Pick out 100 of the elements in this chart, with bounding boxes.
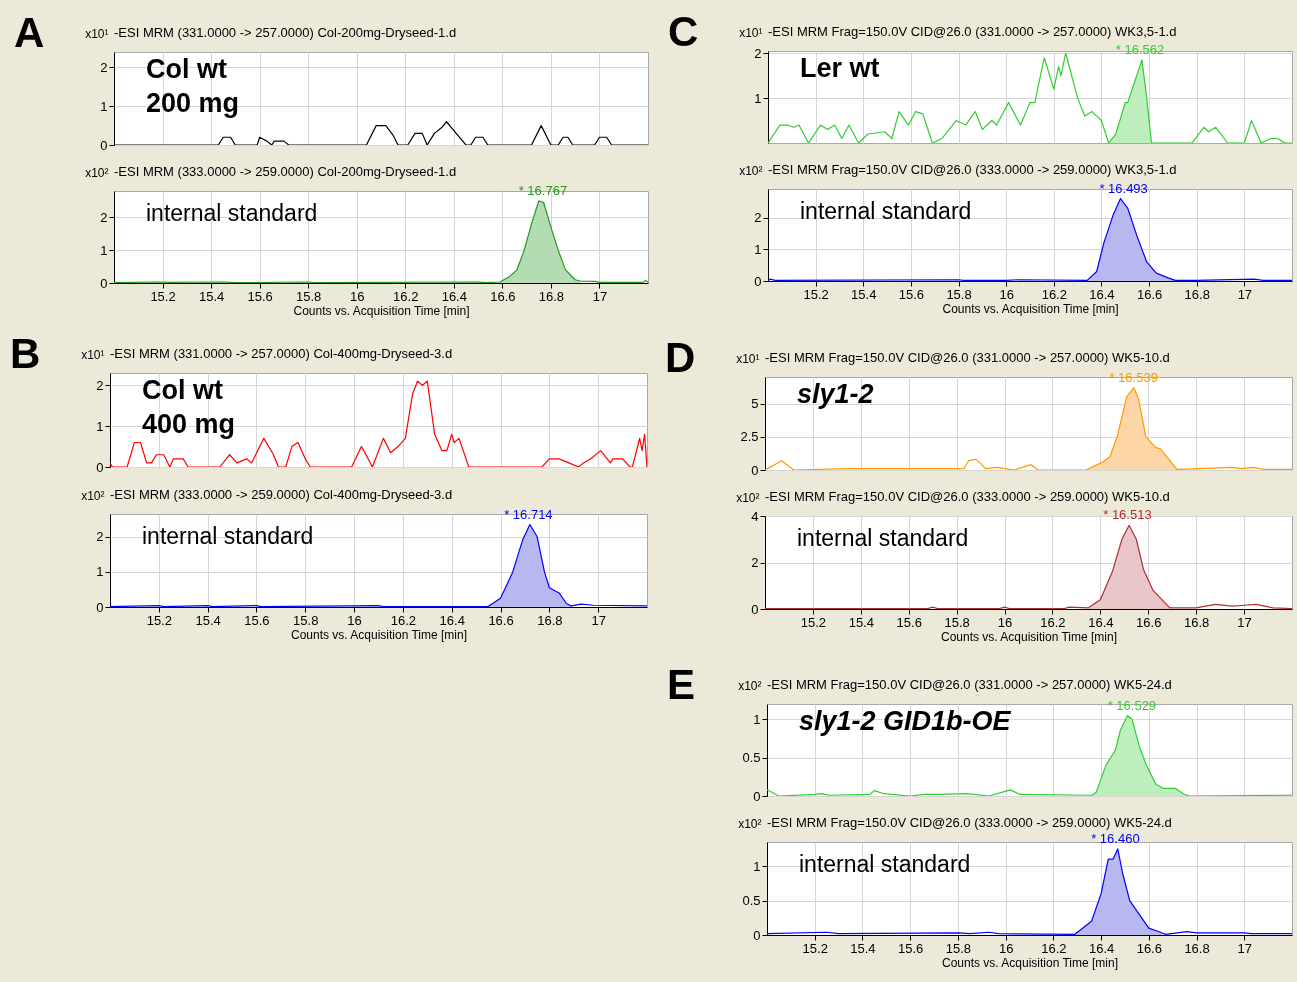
annotation: Ler wt: [800, 53, 880, 83]
y-axis-title: x10¹: [85, 26, 109, 41]
x-tick-label: 16.6: [1136, 286, 1163, 302]
x-tick-label: 16.8: [538, 288, 565, 304]
annotation: internal standard: [146, 200, 318, 226]
annotation: * 16.529: [1107, 697, 1157, 713]
y-tick-label: 1: [754, 241, 762, 257]
x-tick-label: 16.6: [490, 288, 516, 304]
x-tick-label: 17: [591, 612, 606, 628]
x-tick-label: 16.4: [439, 612, 465, 628]
y-tick-label: 0: [751, 462, 759, 478]
annotation: sly1-2 GID1b-OE: [799, 706, 1012, 736]
y-tick-label: 5: [751, 396, 759, 412]
annotation: internal standard: [800, 198, 972, 224]
y-tick-label: 1: [753, 711, 761, 727]
x-tick-label: 15.2: [800, 614, 827, 630]
chart-title: -ESI MRM Frag=150.0V CID@26.0 (331.0000 -> 257.0000) WK3,5-1.d: [768, 24, 1177, 39]
y-tick-label: 0.5: [742, 750, 761, 766]
y-axis-title: x10²: [739, 163, 763, 178]
annotation: Col wt 400 mg: [142, 375, 236, 439]
x-tick-label: 15.6: [896, 614, 922, 630]
y-tick-label: 2: [754, 210, 762, 226]
x-tick-label: 15.8: [296, 288, 322, 304]
y-tick-label: 1: [96, 418, 104, 434]
y-axis-title: x10²: [736, 490, 760, 505]
chart-title: -ESI MRM (331.0000 -> 257.0000) Col-200mg-Dryseed-1.d: [114, 25, 457, 40]
x-tick-label: 16.4: [1088, 614, 1114, 630]
x-tick-label: 15.6: [898, 286, 925, 302]
y-tick-label: 2: [751, 555, 759, 570]
y-axis-title: x10²: [738, 678, 762, 693]
y-tick-label: 2.5: [740, 429, 759, 445]
annotation: Col wt 200 mg: [146, 54, 240, 118]
line-series: [768, 52, 1292, 143]
text: C: [668, 8, 699, 55]
x-tick-label: 16.4: [1088, 940, 1115, 956]
line-series: [110, 380, 647, 467]
x-tick-label: 15.4: [851, 286, 877, 302]
x-tick-label: 15.6: [247, 288, 273, 304]
x-tick-label: 15.2: [803, 286, 829, 302]
x-tick-label: 16.2: [393, 288, 419, 304]
x-axis-title: Counts vs. Acquisition Time [min]: [290, 627, 468, 642]
annotation: internal standard: [142, 523, 314, 549]
y-axis-title: x10²: [738, 816, 762, 831]
x-tick-label: 16: [997, 614, 1013, 630]
x-axis-title: Counts vs. Acquisition Time [min]: [293, 303, 470, 318]
annotation: * 16.539: [1109, 369, 1158, 385]
y-tick-label: 0: [96, 599, 104, 615]
x-tick-label: 16.2: [1041, 286, 1067, 302]
y-axis-title: x10¹: [739, 25, 763, 40]
chart-title: -ESI MRM Frag=150.0V CID@26.0 (331.0000 -> 257.0000) WK5-24.d: [767, 677, 1172, 692]
y-tick-label: 1: [100, 242, 108, 258]
x-tick-label: 16: [998, 940, 1014, 956]
x-tick-label: 16.8: [1184, 286, 1210, 302]
y-axis-title: x10²: [85, 165, 109, 180]
y-tick-label: 0: [751, 601, 759, 617]
y-tick-label: 2: [100, 60, 108, 75]
x-tick-label: 16: [347, 612, 362, 628]
x-tick-label: 16.8: [537, 612, 563, 628]
y-tick-label: 0: [96, 459, 104, 475]
annotation: * 16.767: [518, 182, 568, 198]
x-tick-label: 15.8: [946, 286, 972, 302]
x-tick-label: 17: [1237, 614, 1252, 630]
x-tick-label: 15.8: [293, 612, 319, 628]
x-tick-label: 16.6: [1136, 940, 1162, 956]
x-tick-label: 17: [1237, 940, 1253, 956]
y-tick-label: 1: [100, 98, 108, 114]
x-tick-label: 16.4: [1089, 286, 1115, 302]
y-tick-label: 2: [96, 529, 104, 545]
y-tick-label: 0: [100, 275, 108, 291]
x-tick-label: 15.2: [802, 940, 828, 956]
annotation: * 16.513: [1103, 507, 1152, 523]
y-tick-label: 1: [96, 564, 104, 580]
chart-title: -ESI MRM (333.0000 -> 259.0000) Col-200mg-Dryseed-1.d: [114, 164, 457, 179]
y-tick-label: 1: [754, 90, 762, 106]
text: B: [10, 330, 41, 377]
y-axis-title: x10¹: [736, 351, 760, 366]
x-tick-label: 16.2: [390, 612, 417, 628]
x-tick-label: 15.8: [944, 614, 970, 630]
y-tick-label: 0.5: [742, 893, 761, 909]
x-tick-label: 15.6: [898, 940, 924, 956]
x-tick-label: 15.2: [146, 612, 172, 628]
x-tick-label: 15.8: [945, 940, 972, 956]
x-tick-label: 15.4: [848, 614, 874, 630]
annotation: sly1-2: [797, 379, 874, 409]
y-tick-label: 1: [753, 858, 761, 874]
y-tick-label: 0: [100, 137, 108, 153]
x-axis-title: Counts vs. Acquisition Time [min]: [940, 629, 1118, 644]
chart-title: -ESI MRM Frag=150.0V CID@26.0 (331.0000 -> 257.0000) WK5-10.d: [765, 350, 1170, 365]
x-tick-label: 16.6: [1136, 614, 1162, 630]
x-axis-title: Counts vs. Acquisition Time [min]: [941, 955, 1119, 970]
y-axis-title: x10¹: [81, 347, 105, 362]
y-tick-label: 4: [751, 508, 759, 524]
x-tick-label: 16: [999, 286, 1014, 302]
x-tick-label: 17: [592, 288, 608, 304]
x-tick-label: 17: [1237, 286, 1253, 302]
annotation: * 16.562: [1115, 41, 1165, 57]
chart-title: -ESI MRM (331.0000 -> 257.0000) Col-400mg-Dryseed-3.d: [110, 346, 453, 361]
x-tick-label: 16.8: [1184, 614, 1210, 630]
x-tick-label: 16.8: [1184, 940, 1210, 956]
annotation: * 16.714: [504, 506, 553, 522]
